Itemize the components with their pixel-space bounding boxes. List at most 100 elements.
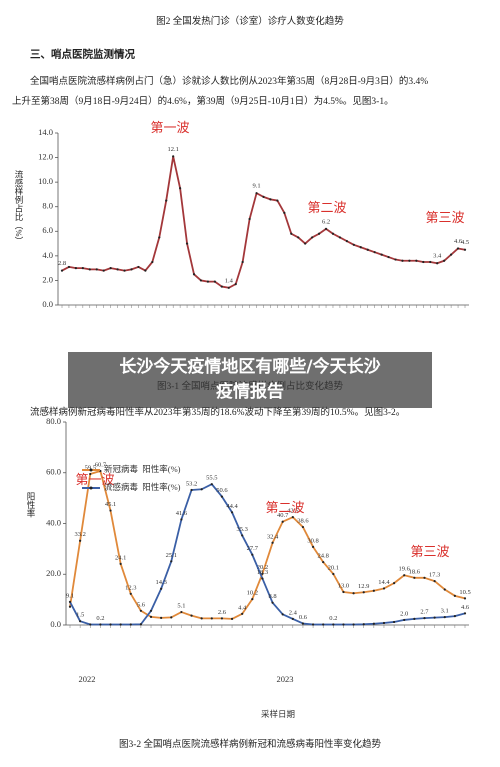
data-label: 13.0 xyxy=(338,582,349,589)
y-tick-label: 0.0 xyxy=(50,619,61,629)
point xyxy=(179,187,182,190)
legend-dot xyxy=(89,468,93,472)
point xyxy=(165,199,168,202)
data-label: 9.1 xyxy=(66,592,74,599)
data-label: 32.4 xyxy=(267,533,279,540)
point xyxy=(67,265,71,269)
point xyxy=(311,623,315,626)
data-label: 20.1 xyxy=(328,564,339,571)
point xyxy=(362,623,365,626)
point xyxy=(456,247,460,250)
point xyxy=(129,623,132,626)
point xyxy=(261,577,264,580)
data-label: 40.7 xyxy=(277,512,289,519)
data-label: 4.6 xyxy=(461,604,470,611)
data-label: 33.2 xyxy=(74,531,85,538)
annotation: 第一波 xyxy=(75,472,114,487)
data-label: 0.2 xyxy=(96,615,104,622)
data-label: 2.0 xyxy=(400,610,408,617)
point xyxy=(79,539,82,542)
point xyxy=(269,198,272,201)
annotation: 第二波 xyxy=(265,500,304,515)
point xyxy=(413,576,416,579)
data-label: 8.8 xyxy=(269,593,277,600)
y-tick-label: 60.0 xyxy=(46,467,61,477)
point xyxy=(345,240,348,243)
point xyxy=(180,610,183,614)
point xyxy=(79,620,82,623)
x-group-label: 2022 xyxy=(79,674,96,684)
data-label: 18.3 xyxy=(257,569,268,576)
point xyxy=(190,614,193,617)
point xyxy=(262,195,265,198)
data-label: 20.2 xyxy=(257,564,268,571)
point xyxy=(352,243,355,246)
point xyxy=(220,285,223,288)
data-label: 45.1 xyxy=(105,501,116,508)
data-label: 24.1 xyxy=(115,554,126,561)
point xyxy=(342,590,345,594)
point xyxy=(380,253,383,256)
point xyxy=(251,598,254,601)
point xyxy=(241,534,244,537)
point xyxy=(342,623,345,626)
point xyxy=(281,613,284,616)
data-label: 10.5 xyxy=(459,589,470,596)
point xyxy=(200,617,203,620)
paragraph: 流感样病例新冠病毒阳性率从2023年第35周的18.6%波动下降至第39周的10… xyxy=(30,406,405,418)
point xyxy=(429,260,432,264)
section-heading: 三、哨点医院监测情况 xyxy=(30,47,135,60)
y-tick-label: 12.0 xyxy=(38,152,53,162)
point xyxy=(311,545,315,548)
paragraph-line: 上升至第38周（9月18日-9月24日）的4.6%，第39周（9月25日-10月… xyxy=(12,95,394,107)
point xyxy=(213,280,216,283)
point xyxy=(89,623,92,626)
point xyxy=(151,260,154,264)
point xyxy=(81,267,84,270)
point xyxy=(271,541,274,544)
data-label: 42.5 xyxy=(287,508,298,515)
point xyxy=(332,623,335,626)
point xyxy=(443,259,446,262)
data-label: 3.4 xyxy=(433,253,442,260)
point xyxy=(158,236,161,239)
point xyxy=(436,262,439,265)
annotation: 第三波 xyxy=(410,544,449,559)
data-label: 24.8 xyxy=(318,553,329,560)
point xyxy=(185,242,189,245)
data-label: 12.9 xyxy=(358,583,369,590)
annotation: 第二波 xyxy=(307,200,346,215)
point xyxy=(88,268,91,271)
point xyxy=(297,236,300,239)
data-label: 35.3 xyxy=(236,526,247,533)
point xyxy=(276,199,279,202)
y-tick-label: 4.0 xyxy=(42,250,53,260)
point xyxy=(301,622,305,625)
data-label: 44.4 xyxy=(226,503,238,510)
point xyxy=(227,286,230,289)
data-label: 5.6 xyxy=(137,601,146,608)
point xyxy=(281,520,284,523)
point xyxy=(271,601,274,604)
point xyxy=(241,612,244,615)
point xyxy=(373,251,376,254)
point xyxy=(102,269,105,272)
point xyxy=(352,623,355,626)
point xyxy=(255,192,258,195)
paragraph-line: 全国哨点医院流感样病例占门（急）诊就诊人数比例从2023年第35周（8月28日-… xyxy=(30,75,428,87)
banner-background xyxy=(68,352,432,408)
data-label: 2.8 xyxy=(58,260,66,267)
y-tick-label: 6.0 xyxy=(42,225,53,235)
data-label: 0.2 xyxy=(329,615,337,622)
point xyxy=(60,269,64,272)
annotation: 第一波 xyxy=(150,120,189,135)
point xyxy=(89,472,92,476)
figure-caption: 图2 全国发热门诊（诊室）诊疗人数变化趋势 xyxy=(156,15,344,27)
point xyxy=(119,623,122,626)
point xyxy=(119,562,122,565)
point xyxy=(95,268,98,271)
point xyxy=(261,572,264,575)
point xyxy=(99,623,102,626)
point xyxy=(393,582,396,585)
